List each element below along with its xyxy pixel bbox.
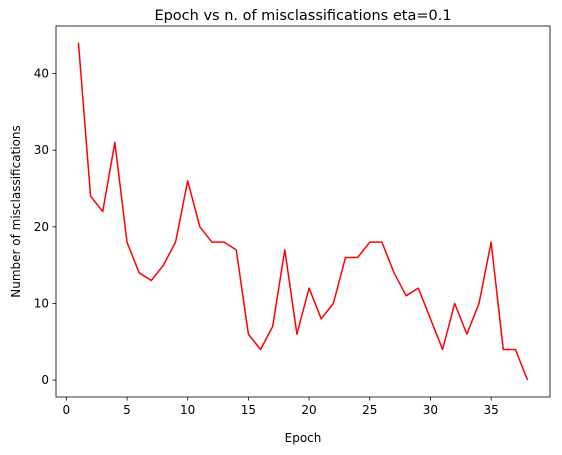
x-tick-label: 15 xyxy=(241,403,256,417)
x-axis-label: Epoch xyxy=(285,431,322,445)
y-tick-label: 0 xyxy=(41,373,49,387)
y-tick-label: 10 xyxy=(34,296,49,310)
series-line-0 xyxy=(77,42,529,381)
x-tick-label: 35 xyxy=(483,403,498,417)
y-tick-label: 40 xyxy=(34,67,49,81)
x-tick-label: 30 xyxy=(423,403,438,417)
y-tick-label: 20 xyxy=(34,220,49,234)
x-tick-label: 5 xyxy=(123,403,131,417)
chart-title: Epoch vs n. of misclassifications eta=0.… xyxy=(154,8,451,24)
axes-frame xyxy=(55,25,551,398)
y-tick-label: 30 xyxy=(34,143,49,157)
x-tick-label: 20 xyxy=(301,403,316,417)
x-tick-label: 25 xyxy=(362,403,377,417)
y-axis-label: Number of misclassifications xyxy=(9,125,23,298)
x-tick-label: 0 xyxy=(62,403,70,417)
x-tick-label: 10 xyxy=(180,403,195,417)
plot-area: 0 5 10 15 20 25 30 35 0 10 20 30 40 xyxy=(34,25,551,417)
